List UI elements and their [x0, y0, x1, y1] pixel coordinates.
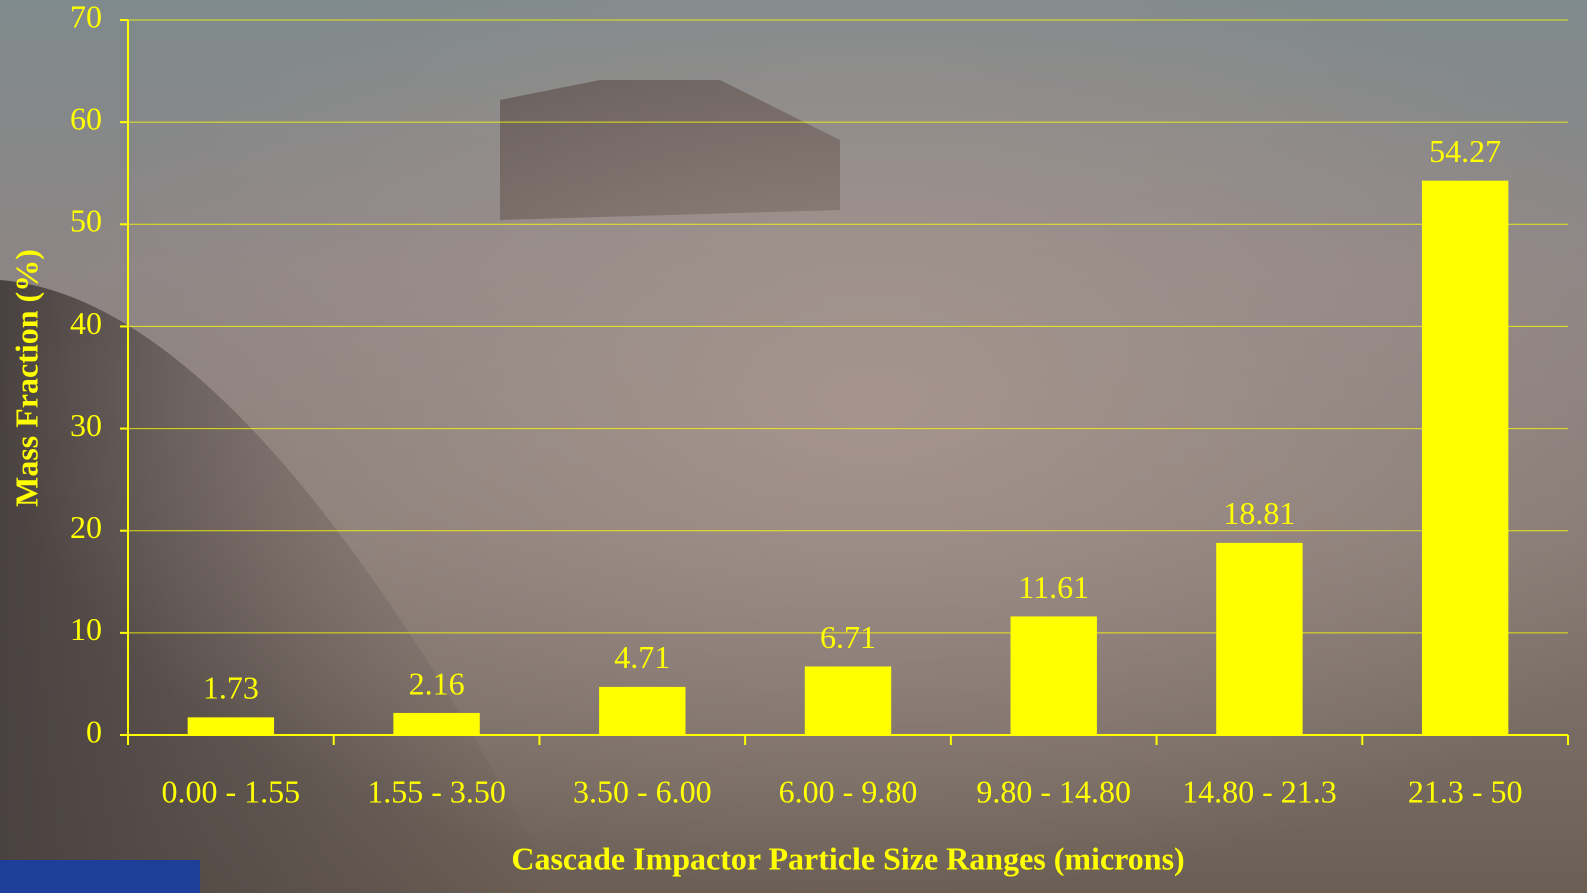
y-tick-label: 30 — [70, 407, 102, 443]
bar — [599, 686, 686, 735]
y-tick-label: 50 — [70, 203, 102, 239]
x-axis-title: Cascade Impactor Particle Size Ranges (m… — [511, 840, 1184, 876]
y-tick-label: 20 — [70, 509, 102, 545]
data-label: 2.16 — [409, 665, 465, 701]
data-label: 1.73 — [203, 670, 259, 706]
logo — [0, 860, 200, 893]
y-tick-label: 0 — [86, 713, 102, 749]
x-tick-label: 1.55 - 3.50 — [367, 773, 506, 809]
bar — [804, 666, 892, 735]
bar — [1421, 180, 1509, 735]
data-label: 6.71 — [820, 619, 876, 655]
y-tick-label: 70 — [70, 0, 102, 34]
bar — [1010, 616, 1097, 735]
x-tick-label: 3.50 - 6.00 — [573, 773, 712, 809]
x-tick-label: 9.80 - 14.80 — [976, 773, 1131, 809]
x-tick-label: 14.80 - 21.3 — [1182, 773, 1337, 809]
y-tick-label: 10 — [70, 611, 102, 647]
y-tick-label: 40 — [70, 305, 102, 341]
data-label: 18.81 — [1223, 495, 1295, 531]
x-tick-label: 21.3 - 50 — [1408, 773, 1523, 809]
data-label: 11.61 — [1018, 569, 1089, 605]
bar — [187, 717, 275, 735]
x-tick-label: 6.00 - 9.80 — [779, 773, 918, 809]
data-label: 54.27 — [1429, 133, 1501, 169]
bar — [1216, 542, 1303, 735]
bar — [393, 712, 480, 735]
y-tick-label: 60 — [70, 100, 102, 136]
x-tick-label: 0.00 - 1.55 — [162, 773, 301, 809]
data-label: 4.71 — [614, 639, 670, 675]
y-axis-title: Mass Fraction (%) — [8, 249, 44, 507]
